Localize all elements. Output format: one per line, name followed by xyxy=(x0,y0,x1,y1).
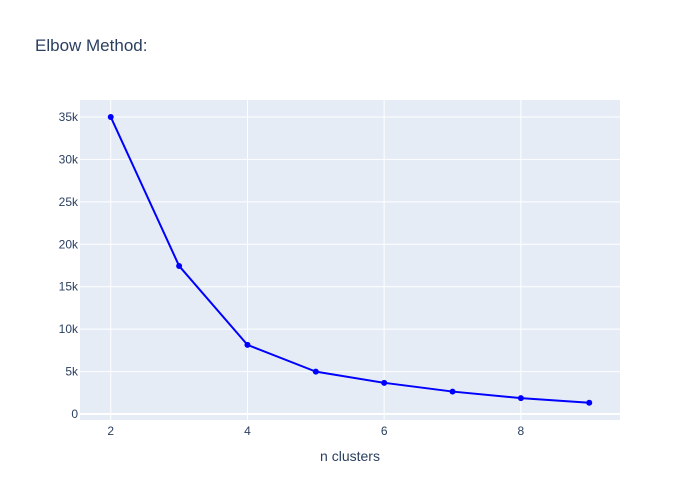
data-point[interactable] xyxy=(244,341,251,348)
y-tick-label: 15k xyxy=(59,280,79,294)
x-axis-ticks: 2 4 6 8 xyxy=(107,424,524,438)
y-tick-label: 25k xyxy=(59,195,79,209)
data-point[interactable] xyxy=(312,368,319,375)
x-tick-label: 2 xyxy=(107,424,114,438)
y-tick-label: 30k xyxy=(59,152,79,166)
data-point[interactable] xyxy=(107,113,114,120)
data-point[interactable] xyxy=(176,262,183,269)
data-point[interactable] xyxy=(449,388,456,395)
chart-title: Elbow Method: xyxy=(35,36,147,55)
plot-area xyxy=(80,100,620,420)
grid-lines xyxy=(80,100,620,420)
data-point[interactable] xyxy=(381,379,388,386)
data-point[interactable] xyxy=(517,395,524,402)
series-line xyxy=(109,116,590,404)
y-tick-label: 10k xyxy=(59,322,79,336)
y-tick-label: 20k xyxy=(59,237,79,251)
x-tick-label: 4 xyxy=(244,424,251,438)
x-axis-title: n clusters xyxy=(320,448,380,464)
y-axis-ticks: 0 5k 10k 15k 20k 25k 30k 35k xyxy=(59,110,79,421)
y-tick-label: 5k xyxy=(65,365,79,379)
series-group xyxy=(107,113,593,406)
y-tick-label: 35k xyxy=(59,110,79,124)
x-tick-label: 8 xyxy=(518,424,525,438)
x-tick-label: 6 xyxy=(381,424,388,438)
data-point[interactable] xyxy=(586,399,593,406)
y-tick-label: 0 xyxy=(71,407,78,421)
